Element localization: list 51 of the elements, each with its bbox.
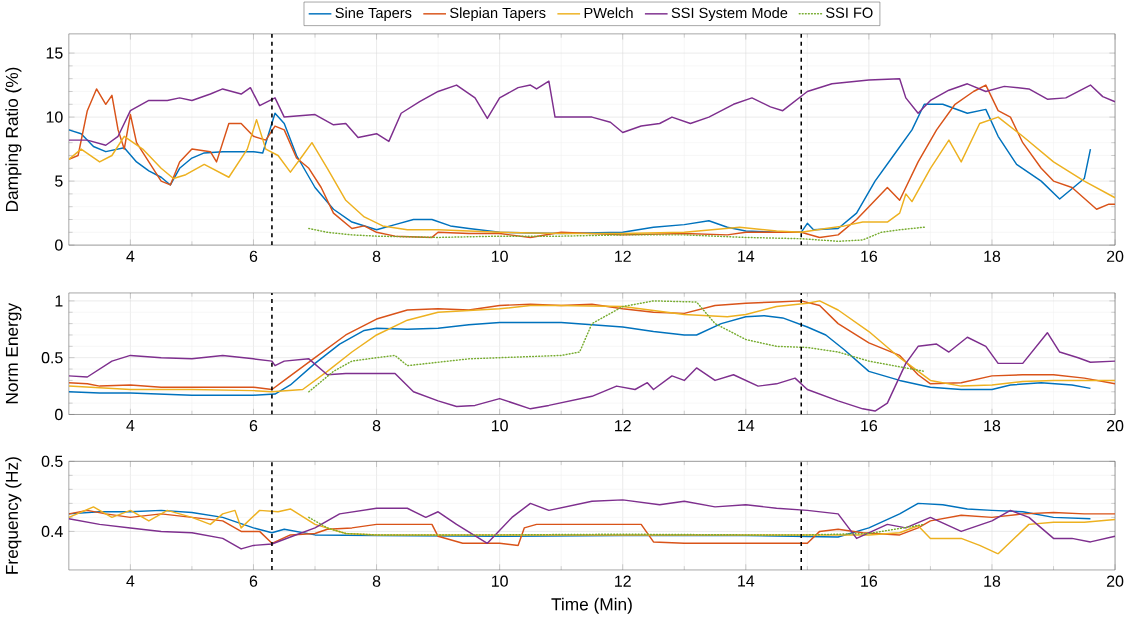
y-axis-title: Norm Energy: [5, 303, 22, 404]
x-tick-label: 6: [249, 420, 258, 432]
line-series: [308, 226, 926, 243]
x-tick-label: 18: [984, 250, 1001, 263]
x-tick-label: 10: [491, 250, 508, 263]
y-tick-label: 10: [46, 111, 63, 123]
x-tick-label: 18: [984, 575, 1001, 587]
x-tick-label: 6: [249, 250, 258, 263]
x-tick-label: 12: [615, 575, 631, 587]
x-tick-label: 12: [615, 420, 631, 432]
legend-label: PWelch: [584, 7, 633, 19]
y-tick-label: 5: [55, 175, 63, 187]
y-tick-label: 15: [46, 47, 63, 59]
x-tick-label: 20: [1106, 575, 1124, 587]
x-tick-label: 4: [126, 420, 135, 432]
x-tick-label: 20: [1106, 420, 1124, 432]
x-tick-label: 14: [738, 250, 755, 262]
x-tick-label: 10: [491, 420, 508, 432]
legend-label: SSI FO: [826, 7, 873, 19]
x-tick-label: 16: [861, 420, 878, 432]
line-series: [68, 315, 1092, 397]
legend-label: SSI System Mode: [671, 7, 788, 22]
x-tick-label: 20: [1106, 250, 1124, 263]
legend-label: Slepian Tapers: [450, 7, 546, 22]
line-series: [308, 516, 926, 536]
x-tick-label: 4: [126, 575, 135, 587]
x-tick-label: 14: [738, 420, 755, 432]
legend-label: Sine Tapers: [335, 7, 412, 22]
x-tick-label: 4: [126, 250, 135, 262]
x-tick-label: 10: [491, 575, 508, 587]
y-axis-title: Frequency (Hz): [5, 457, 22, 574]
x-tick-label: 8: [372, 420, 381, 432]
x-tick-label: 16: [861, 575, 878, 587]
y-axis-title: Damping Ratio (%): [5, 67, 22, 212]
line-series: [308, 300, 926, 393]
y-tick-label: 0: [55, 239, 63, 251]
x-tick-label: 6: [249, 575, 258, 587]
y-tick-label: 0.5: [41, 455, 63, 468]
y-tick-label: 0.4: [41, 525, 63, 538]
y-tick-label: 0.5: [41, 352, 63, 364]
line-series: [68, 84, 1116, 239]
y-tick-label: 1: [55, 295, 63, 307]
x-tick-label: 14: [738, 575, 755, 587]
x-tick-label: 18: [984, 420, 1001, 432]
y-tick-label: 0: [55, 409, 63, 421]
x-tick-label: 16: [861, 250, 878, 263]
line-series: [68, 499, 1116, 550]
x-tick-label: 8: [372, 250, 381, 263]
x-tick-label: 12: [615, 250, 631, 262]
x-tick-label: 8: [372, 575, 381, 587]
x-axis-title: Time (Min): [551, 597, 632, 614]
